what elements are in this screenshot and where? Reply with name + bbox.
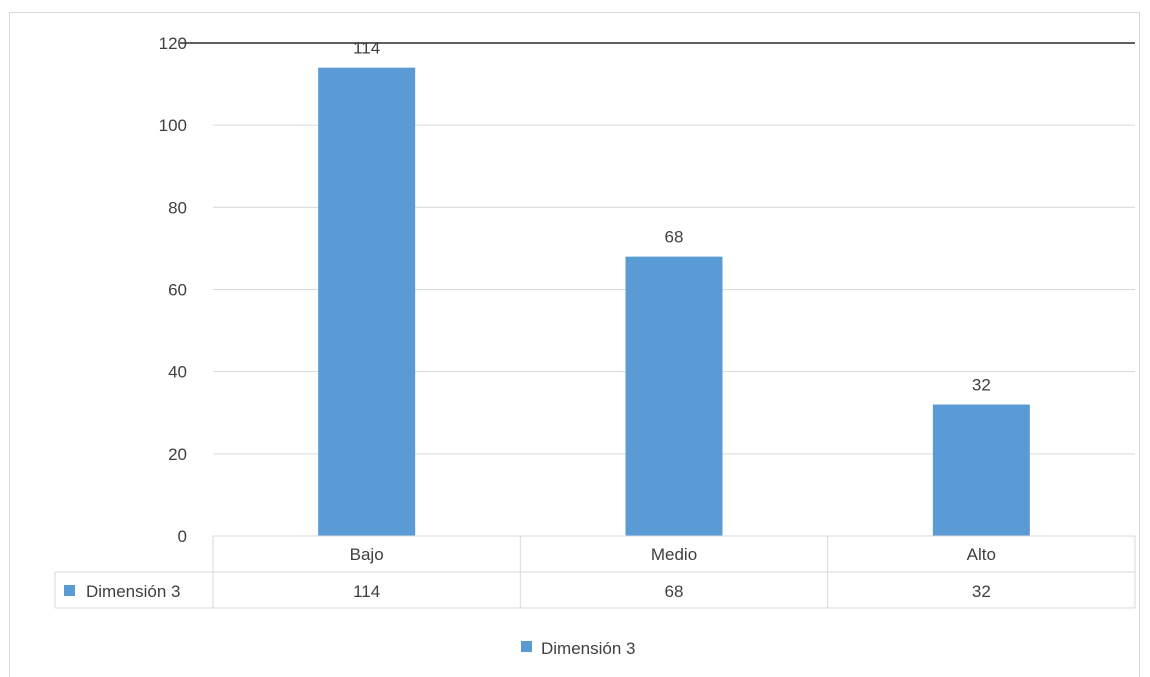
- legend-swatch: [521, 641, 532, 652]
- chart-frame: [9, 12, 1140, 677]
- category-label: Bajo: [350, 545, 384, 564]
- data-table: Bajo 114 Medio 68 Alto 32 Dimensión 3: [54, 535, 1136, 609]
- y-tick-label: 120: [159, 34, 187, 53]
- bar: [932, 404, 1030, 536]
- legend: Dimensión 3: [521, 639, 636, 658]
- y-tick-label: 100: [159, 116, 187, 135]
- legend-label: Dimensión 3: [541, 639, 636, 658]
- y-tick-label: 60: [168, 281, 187, 300]
- bar: [318, 67, 416, 537]
- data-label: 32: [972, 376, 991, 395]
- y-tick-label: 40: [168, 363, 187, 382]
- data-label: 114: [353, 39, 380, 58]
- category-label: Medio: [651, 545, 697, 564]
- table-series-swatch: [64, 585, 75, 596]
- bar-series: [318, 67, 1030, 537]
- y-tick-label: 80: [168, 198, 187, 217]
- table-value: 114: [353, 582, 380, 601]
- y-tick-label: 0: [178, 527, 187, 546]
- table-series-name: Dimensión 3: [86, 582, 181, 601]
- y-axis-ticks: 0 20 40 60 80 100 120: [159, 34, 187, 546]
- data-label: 68: [665, 228, 684, 247]
- table-value: 32: [972, 582, 991, 601]
- bar: [625, 256, 723, 536]
- data-labels: 114 68 32: [353, 39, 991, 395]
- category-label: Alto: [967, 545, 996, 564]
- table-value: 68: [665, 582, 684, 601]
- y-tick-label: 20: [168, 445, 187, 464]
